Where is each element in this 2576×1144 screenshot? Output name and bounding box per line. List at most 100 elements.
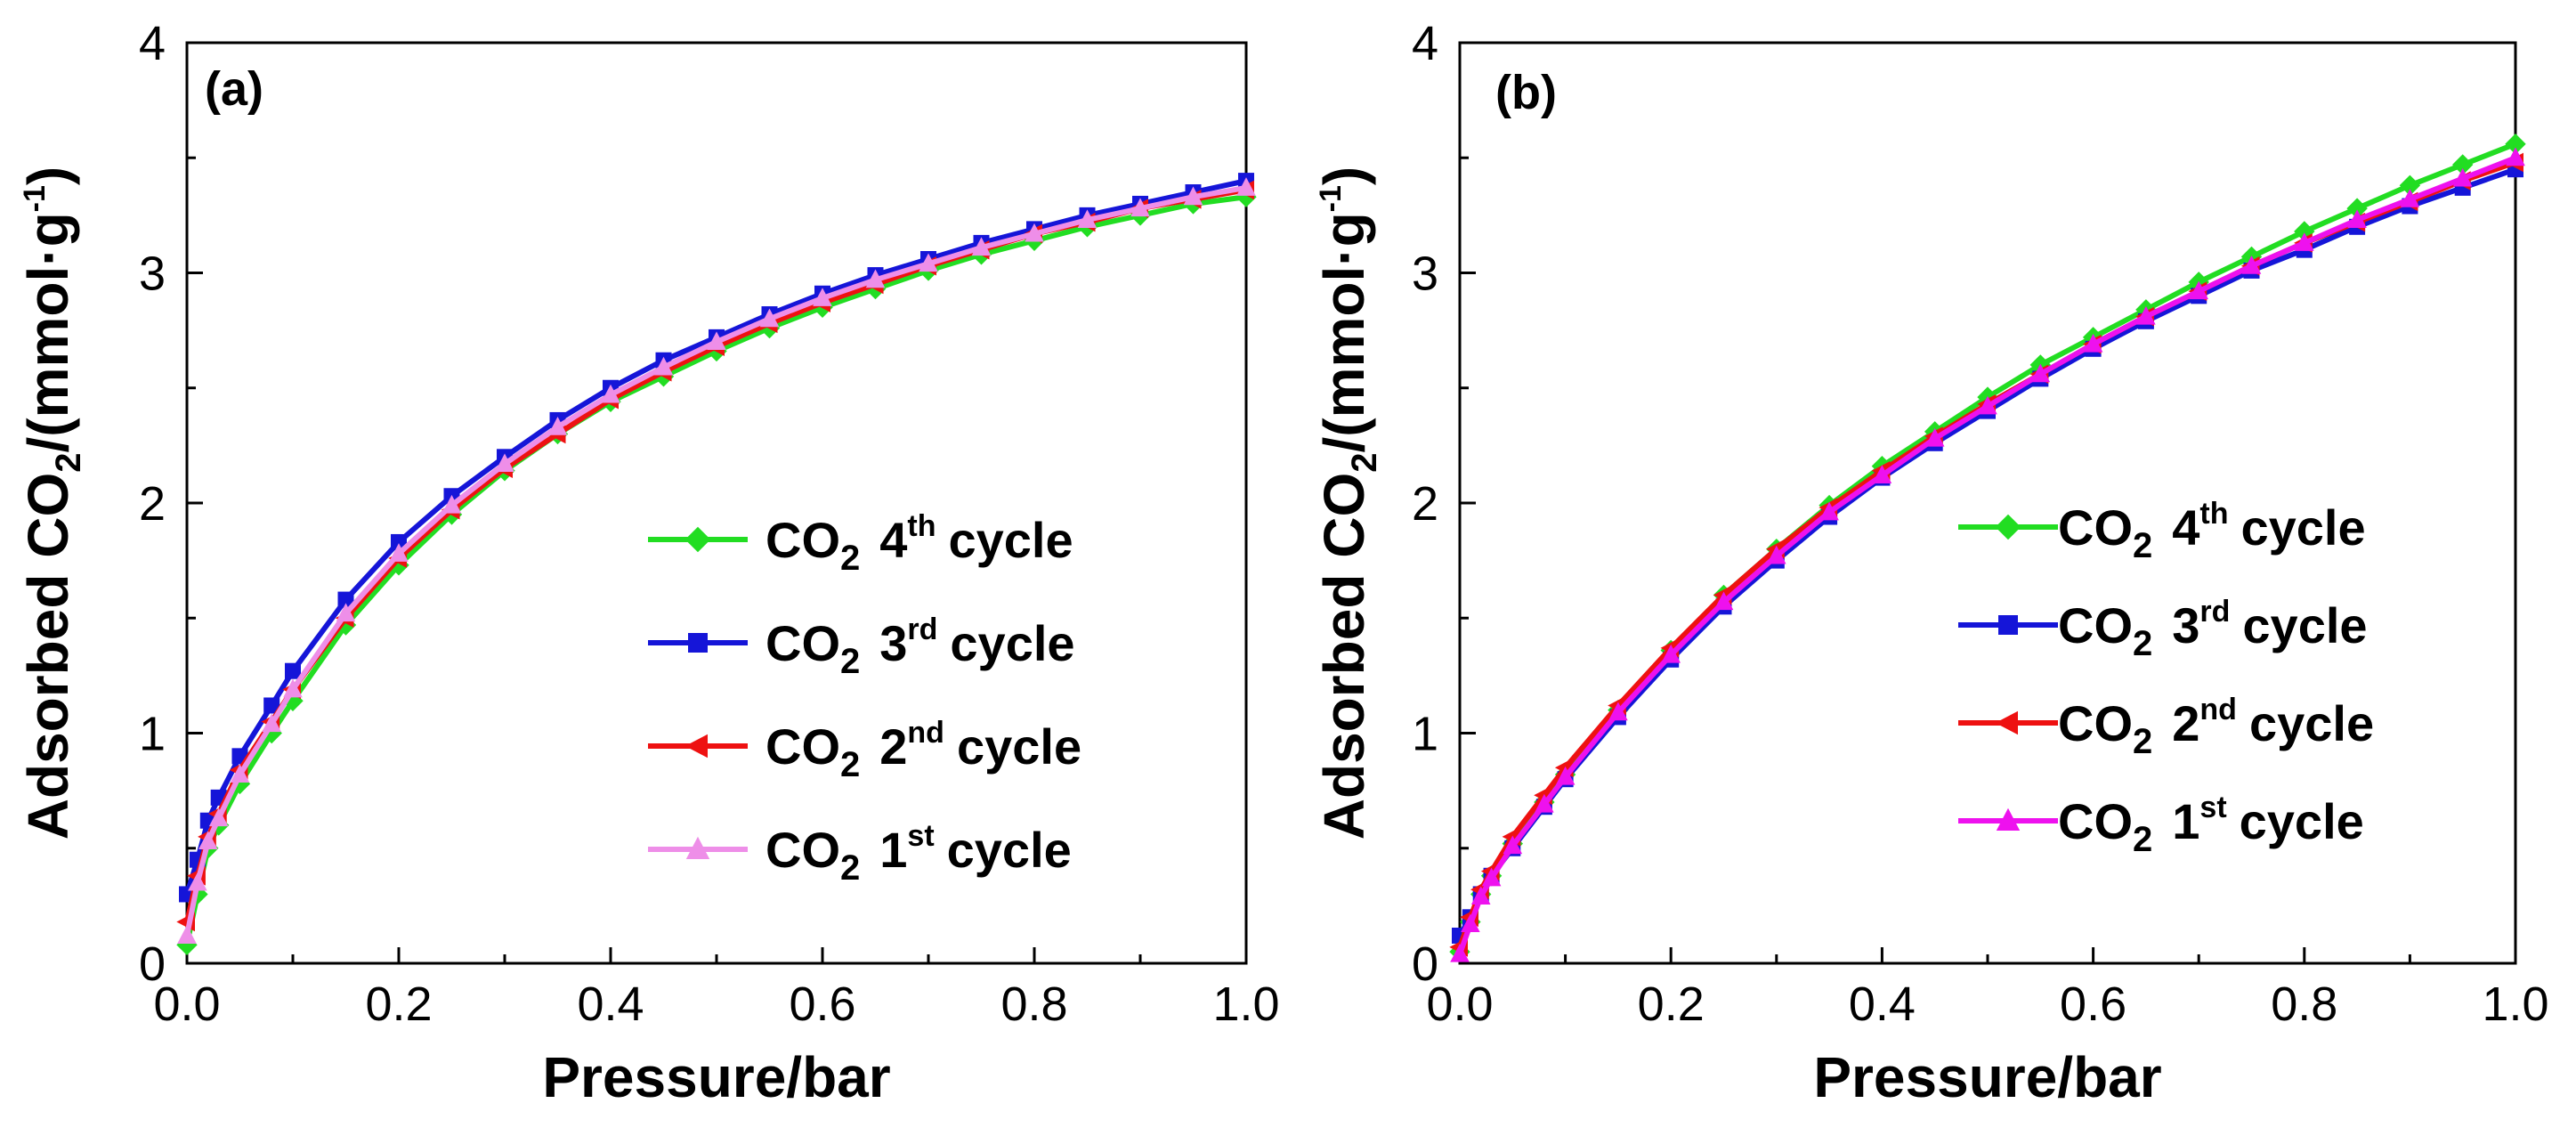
y-tick-label: 2 xyxy=(139,477,166,531)
x-tick-label: 0.6 xyxy=(789,978,855,1031)
data-point xyxy=(208,807,229,827)
series-triangle-up xyxy=(1450,147,2525,962)
data-point xyxy=(1661,644,1681,663)
legend-ordinal-superscript: nd xyxy=(907,716,944,750)
data-point xyxy=(1025,223,1044,242)
data-point xyxy=(262,713,281,733)
data-point xyxy=(198,831,218,849)
legend-gas-subscript: 2 xyxy=(840,745,860,784)
legend-item: CO2 2nd cycle xyxy=(648,716,1081,784)
data-point xyxy=(285,662,301,679)
series-line xyxy=(184,184,1247,937)
series-triangle-left xyxy=(176,180,1254,932)
legend-gas-subscript: 2 xyxy=(840,539,860,578)
legend-marker xyxy=(1995,514,2021,540)
x-tick-label: 0.0 xyxy=(153,978,220,1031)
data-point xyxy=(2505,134,2526,155)
data-point xyxy=(389,543,409,562)
legend-item: CO2 1st cycle xyxy=(648,819,1072,888)
data-point xyxy=(2189,280,2208,300)
legend-gas: CO xyxy=(2058,793,2133,849)
data-point xyxy=(2346,198,2368,219)
legend-label: CO2 1st cycle xyxy=(766,819,1072,888)
data-point xyxy=(1236,177,1256,196)
data-point xyxy=(1872,465,1892,483)
data-point xyxy=(1608,702,1628,721)
data-point xyxy=(441,494,462,514)
data-point xyxy=(1767,545,1786,564)
legend-gas: CO xyxy=(766,512,840,568)
data-point xyxy=(391,533,407,550)
y-axis-title-close: ) xyxy=(16,166,80,185)
y-tick-label: 0 xyxy=(1412,937,1438,991)
data-point xyxy=(1077,209,1098,229)
legend-label: CO2 4th cycle xyxy=(766,509,1073,578)
data-point xyxy=(1978,395,1997,415)
legend-ordinal-superscript: th xyxy=(907,509,936,543)
y-axis-title: Adsorbed CO2/(mmol·g-1) xyxy=(16,166,88,840)
data-point xyxy=(1713,591,1734,611)
legend-item: CO2 2nd cycle xyxy=(1958,693,2374,761)
legend-ordinal-superscript: st xyxy=(907,819,934,853)
data-point xyxy=(707,331,726,351)
y-tick-label: 1 xyxy=(139,708,166,761)
data-point xyxy=(653,356,674,376)
data-point xyxy=(2452,154,2474,175)
series-line xyxy=(184,194,1247,945)
y-axis-title-unit: /(mmol·g xyxy=(16,212,80,452)
data-point xyxy=(2241,256,2262,274)
data-point xyxy=(547,416,568,435)
data-point xyxy=(1450,943,1470,962)
legend-gas-subscript: 2 xyxy=(2133,820,2152,859)
legend-marker xyxy=(688,633,708,653)
legend-gas: CO xyxy=(766,718,840,775)
legend-gas-subscript: 2 xyxy=(2133,526,2152,565)
x-axis-title: Pressure/bar xyxy=(1813,1045,2161,1109)
legend-suffix: cycle xyxy=(2240,793,2364,849)
legend-label: CO2 1st cycle xyxy=(2058,791,2364,859)
legend-item: CO2 1st cycle xyxy=(1958,791,2364,859)
data-point xyxy=(2399,174,2421,196)
y-axis-title-subscript: 2 xyxy=(1345,453,1384,473)
data-point xyxy=(188,872,207,891)
legend-label: CO2 2nd cycle xyxy=(2058,693,2374,761)
y-tick-label: 3 xyxy=(139,247,166,301)
legend-suffix: cycle xyxy=(950,615,1074,671)
y-tick-label: 0 xyxy=(139,937,166,991)
legend-ordinal-superscript: rd xyxy=(2199,595,2230,629)
data-point xyxy=(1503,835,1523,855)
data-point xyxy=(1535,793,1554,813)
data-point xyxy=(388,555,409,576)
data-point xyxy=(282,690,304,712)
legend-label: CO2 2nd cycle xyxy=(766,716,1081,784)
legend-ordinal: 3 xyxy=(2172,597,2199,653)
panel-label: (a) xyxy=(205,62,263,116)
data-point xyxy=(1183,186,1203,206)
legend-ordinal-superscript: nd xyxy=(2199,693,2237,726)
legend-ordinal: 1 xyxy=(879,822,907,878)
data-point xyxy=(2136,305,2156,325)
data-point xyxy=(230,764,250,783)
data-point xyxy=(1555,766,1576,785)
data-point xyxy=(2347,209,2367,229)
legend-label: CO2 3rd cycle xyxy=(2058,595,2368,663)
legend-marker xyxy=(1996,807,2021,831)
legend-ordinal: 4 xyxy=(879,512,907,568)
legend-ordinal-superscript: st xyxy=(2199,791,2226,824)
series-triangle-up xyxy=(177,177,1256,944)
y-axis-title-superscript: -1 xyxy=(18,185,52,212)
x-tick-label: 1.0 xyxy=(1212,978,1279,1031)
x-tick-label: 1.0 xyxy=(2482,978,2548,1031)
x-tick-label: 0.8 xyxy=(1000,978,1067,1031)
x-tick-label: 0.8 xyxy=(2271,978,2337,1031)
legend-item: CO2 4th cycle xyxy=(648,509,1073,578)
data-point xyxy=(176,934,198,956)
x-tick-label: 0.0 xyxy=(1426,978,1493,1031)
data-point xyxy=(971,237,992,256)
legend-gas: CO xyxy=(766,615,840,671)
y-axis-title: Adsorbed CO2/(mmol·g-1) xyxy=(1312,166,1384,840)
data-point xyxy=(2295,232,2314,251)
y-axis-title-main: Adsorbed CO xyxy=(16,473,80,840)
